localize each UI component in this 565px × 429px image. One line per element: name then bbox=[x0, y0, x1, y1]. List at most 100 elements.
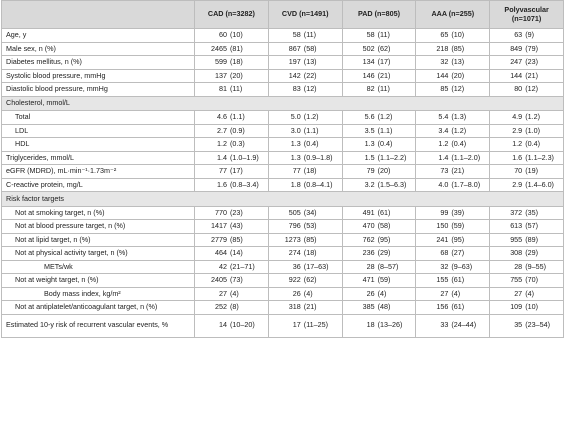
value-cell: 63 (9) bbox=[489, 28, 564, 43]
cell-spread: (11) bbox=[377, 84, 390, 94]
cell-value: 849 bbox=[510, 43, 523, 53]
cell-spread: (21) bbox=[303, 302, 317, 312]
value-cell: 3.2 (1.5–6.3) bbox=[341, 177, 417, 192]
cell-spread: (95) bbox=[377, 234, 391, 244]
cell-spread: (17) bbox=[230, 166, 243, 176]
value-cell: 1.3 (0.9–1.8) bbox=[267, 150, 343, 165]
cell-value: 5.6 bbox=[364, 112, 375, 122]
value-cell: 81 (11) bbox=[194, 82, 269, 97]
row-label: Estimated 10-y risk of recurrent vascula… bbox=[1, 313, 195, 338]
header-corner bbox=[1, 0, 195, 29]
cell-spread: (73) bbox=[230, 275, 243, 285]
table-row: eGFR (MDRD), mL·min⁻¹·1.73m⁻² 77 (17) 77 (18… bbox=[1, 164, 564, 179]
cell-value: 134 bbox=[362, 57, 375, 67]
value-cell: 28 (9–55) bbox=[489, 259, 564, 274]
value-cell: 470 (58) bbox=[341, 219, 417, 234]
header-pad: PAD (n=805) bbox=[341, 0, 417, 29]
value-cell: 274 (18) bbox=[267, 246, 343, 261]
table-row: HDL 1.2 (0.3) 1.3 (0.4) 1.3 (0.4) 1.2 (0.4) 1.2 (0… bbox=[1, 137, 564, 152]
row-label: Not at weight target, n (%) bbox=[1, 273, 195, 288]
row-label: Diastolic blood pressure, mmHg bbox=[1, 82, 195, 97]
cell-spread: (27) bbox=[451, 248, 465, 258]
cell-value: 5.0 bbox=[290, 112, 301, 122]
cell-spread: (24–44) bbox=[451, 320, 477, 330]
cell-spread: (9–63) bbox=[451, 261, 473, 271]
cell-spread: (29) bbox=[525, 248, 538, 258]
value-cell: 5.0 (1.2) bbox=[267, 110, 343, 125]
cell-spread: (17–63) bbox=[303, 261, 329, 271]
cell-value: 68 bbox=[440, 248, 449, 258]
cell-spread: (1.1–2.2) bbox=[377, 152, 407, 162]
value-cell: 1.2 (0.4) bbox=[415, 137, 491, 152]
table-row: Not at lipid target, n (%) 2779 (85) 1273 (8… bbox=[1, 232, 564, 247]
cell-value: 318 bbox=[288, 302, 301, 312]
row-label: Age, y bbox=[1, 28, 195, 43]
cell-spread: (1.2) bbox=[377, 112, 393, 122]
cell-value: 3.0 bbox=[290, 125, 301, 135]
cell-spread: (18) bbox=[230, 57, 243, 67]
cell-spread: (11) bbox=[230, 84, 243, 94]
row-label: Male sex, n (%) bbox=[1, 41, 195, 56]
cell-value: 274 bbox=[288, 248, 301, 258]
header-aaa: AAA (n=255) bbox=[415, 0, 491, 29]
cell-value: 2779 bbox=[211, 234, 227, 244]
cell-spread: (35) bbox=[525, 207, 538, 217]
table-row: Body mass index, kg/m² 27 (4) 26 (4) 26 (4) 27(… bbox=[1, 286, 564, 301]
cell-spread: (11–25) bbox=[303, 320, 329, 330]
row-label: Not at lipid target, n (%) bbox=[1, 232, 195, 247]
cell-spread: (21) bbox=[377, 70, 391, 80]
header-cad: CAD (n=3282) bbox=[194, 0, 269, 29]
cell-spread: (59) bbox=[451, 221, 465, 231]
value-cell: 1.4 (1.1–2.0) bbox=[415, 150, 491, 165]
cell-spread: (1.1–2.0) bbox=[451, 152, 481, 162]
cell-spread: (13) bbox=[451, 57, 465, 67]
table-row: Not at physical activity target, n (%) 46… bbox=[1, 246, 564, 261]
cell-value: 241 bbox=[436, 234, 449, 244]
value-cell: 796 (53) bbox=[267, 219, 343, 234]
cell-value: 27 bbox=[219, 288, 227, 298]
cell-value: 28 bbox=[366, 261, 375, 271]
value-cell: 762 (95) bbox=[341, 232, 417, 247]
cell-value: 197 bbox=[288, 57, 301, 67]
value-cell: 1.6 (1.1–2.3) bbox=[489, 150, 564, 165]
value-cell: 372 (35) bbox=[489, 205, 564, 220]
value-cell: 79 (20) bbox=[341, 164, 417, 179]
value-cell: 464 (14) bbox=[194, 246, 269, 261]
cell-value: 28 bbox=[514, 261, 523, 271]
value-cell: 197 (13) bbox=[267, 55, 343, 70]
row-label: Not at blood pressure target, n (%) bbox=[1, 219, 195, 234]
value-cell: 137 (20) bbox=[194, 68, 269, 83]
cell-spread: (0.4) bbox=[377, 139, 393, 149]
cell-spread: (13) bbox=[303, 57, 317, 67]
value-cell: 65 (10) bbox=[415, 28, 491, 43]
cell-value: 1.2 bbox=[217, 139, 227, 149]
cell-value: 5.4 bbox=[438, 112, 449, 122]
value-cell: 32 (13) bbox=[415, 55, 491, 70]
cell-value: 372 bbox=[510, 207, 523, 217]
row-label: Not at smoking target, n (%) bbox=[1, 205, 195, 220]
table-row: Not at smoking target, n (%) 770 (23) 505 (3… bbox=[1, 205, 564, 220]
cell-spread: (10) bbox=[451, 30, 465, 40]
cell-spread: (23) bbox=[525, 57, 538, 67]
table-row: Not at antiplatelet/anticoagulant target… bbox=[1, 300, 564, 315]
cell-spread: (1.2) bbox=[303, 112, 319, 122]
cell-spread: (10) bbox=[230, 30, 243, 40]
cell-spread: (9) bbox=[525, 30, 534, 40]
cell-value: 1.8 bbox=[290, 179, 301, 189]
value-cell: 33 (24–44) bbox=[415, 313, 491, 338]
value-cell: 1.8 (0.8–4.1) bbox=[267, 177, 343, 192]
cell-value: 2.7 bbox=[217, 125, 227, 135]
value-cell: 42 (21–71) bbox=[194, 259, 269, 274]
cell-value: 18 bbox=[366, 320, 375, 330]
row-label: LDL bbox=[1, 123, 195, 138]
value-cell: 155 (61) bbox=[415, 273, 491, 288]
section-row: Cholesterol, mmol/L bbox=[1, 95, 564, 111]
cell-value: 79 bbox=[366, 166, 375, 176]
header-cvd: CVD (n=1491) bbox=[267, 0, 343, 29]
cell-spread: (8) bbox=[230, 302, 239, 312]
value-cell: 85 (12) bbox=[415, 82, 491, 97]
header-row: CAD (n=3282) CVD (n=1491) PAD (n=805) AA… bbox=[1, 0, 564, 29]
value-cell: 4.9 (1.2) bbox=[489, 110, 564, 125]
value-cell: 28 (8–57) bbox=[341, 259, 417, 274]
cell-value: 142 bbox=[288, 70, 301, 80]
